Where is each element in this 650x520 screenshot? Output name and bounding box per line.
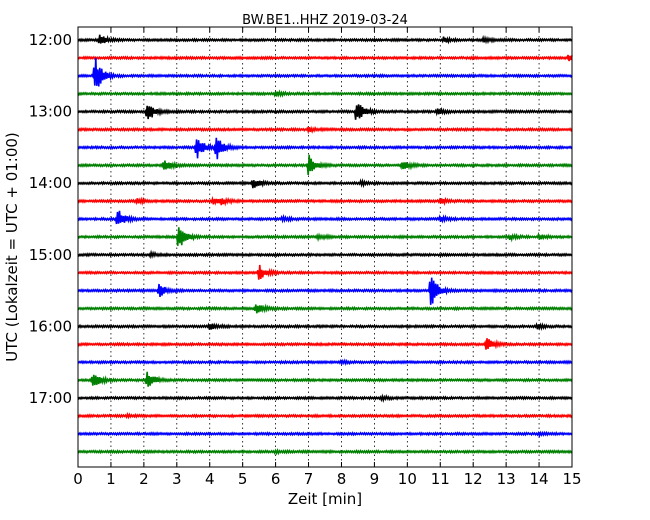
y-axis-label: UTC (Lokalzeit = UTC + 01:00) (3, 132, 21, 362)
x-tick-label: 0 (73, 470, 83, 488)
trace-1600 (77, 321, 573, 332)
x-axis-ticks: 0 1 2 3 4 5 6 7 8 9 10 11 12 13 14 15 (73, 27, 582, 488)
trace-1630 (77, 358, 573, 367)
x-tick-label: 15 (562, 470, 581, 488)
trace-1300 (77, 104, 573, 120)
x-axis-label: Zeit [min] (288, 490, 362, 508)
y-tick-label: 16:00 (29, 317, 72, 335)
trace-1545 (77, 303, 573, 314)
trace-1200 (77, 34, 573, 45)
x-tick-label: 3 (172, 470, 182, 488)
plot-frame (77, 26, 573, 468)
trace-1215 (77, 54, 573, 62)
trace-1230 (77, 57, 573, 87)
trace-1430 (77, 210, 573, 225)
trace-group (77, 34, 573, 456)
x-tick-label: 6 (271, 470, 281, 488)
trace-1745 (77, 448, 573, 456)
trace-1515 (77, 264, 573, 280)
x-tick-label: 1 (106, 470, 116, 488)
x-tick-label: 10 (398, 470, 417, 488)
trace-1500 (77, 249, 573, 260)
chart-title: BW.BE1..HHZ 2019-03-24 (242, 13, 408, 28)
trace-1445 (77, 227, 573, 246)
x-tick-label: 5 (238, 470, 248, 488)
trace-1530 (77, 277, 573, 305)
trace-1700 (77, 393, 573, 403)
y-tick-label: 14:00 (29, 174, 72, 192)
trace-1615 (77, 338, 573, 350)
trace-1330 (77, 137, 573, 160)
y-tick-label: 12:00 (29, 31, 72, 49)
x-tick-label: 12 (464, 470, 483, 488)
y-tick-label: 13:00 (29, 103, 72, 121)
trace-1345 (77, 154, 573, 176)
x-tick-label: 8 (337, 470, 347, 488)
x-tick-label: 9 (370, 470, 380, 488)
trace-1730 (77, 430, 573, 439)
y-axis-ticks: 12:00 13:00 14:00 15:00 16:00 17:00 (29, 31, 572, 407)
x-tick-label: 2 (139, 470, 149, 488)
x-tick-label: 14 (530, 470, 549, 488)
trace-1715 (77, 411, 573, 420)
x-tick-label: 7 (304, 470, 314, 488)
y-tick-label: 17:00 (29, 389, 72, 407)
grid-lines (110, 27, 540, 467)
trace-1315 (77, 125, 573, 135)
y-tick-label: 15:00 (29, 246, 72, 264)
trace-1245 (77, 89, 573, 98)
trace-1415 (77, 195, 573, 207)
trace-1400 (77, 177, 573, 189)
trace-1645 (77, 371, 573, 387)
x-tick-label: 4 (205, 470, 215, 488)
x-tick-label: 13 (497, 470, 516, 488)
x-tick-label: 11 (431, 470, 450, 488)
